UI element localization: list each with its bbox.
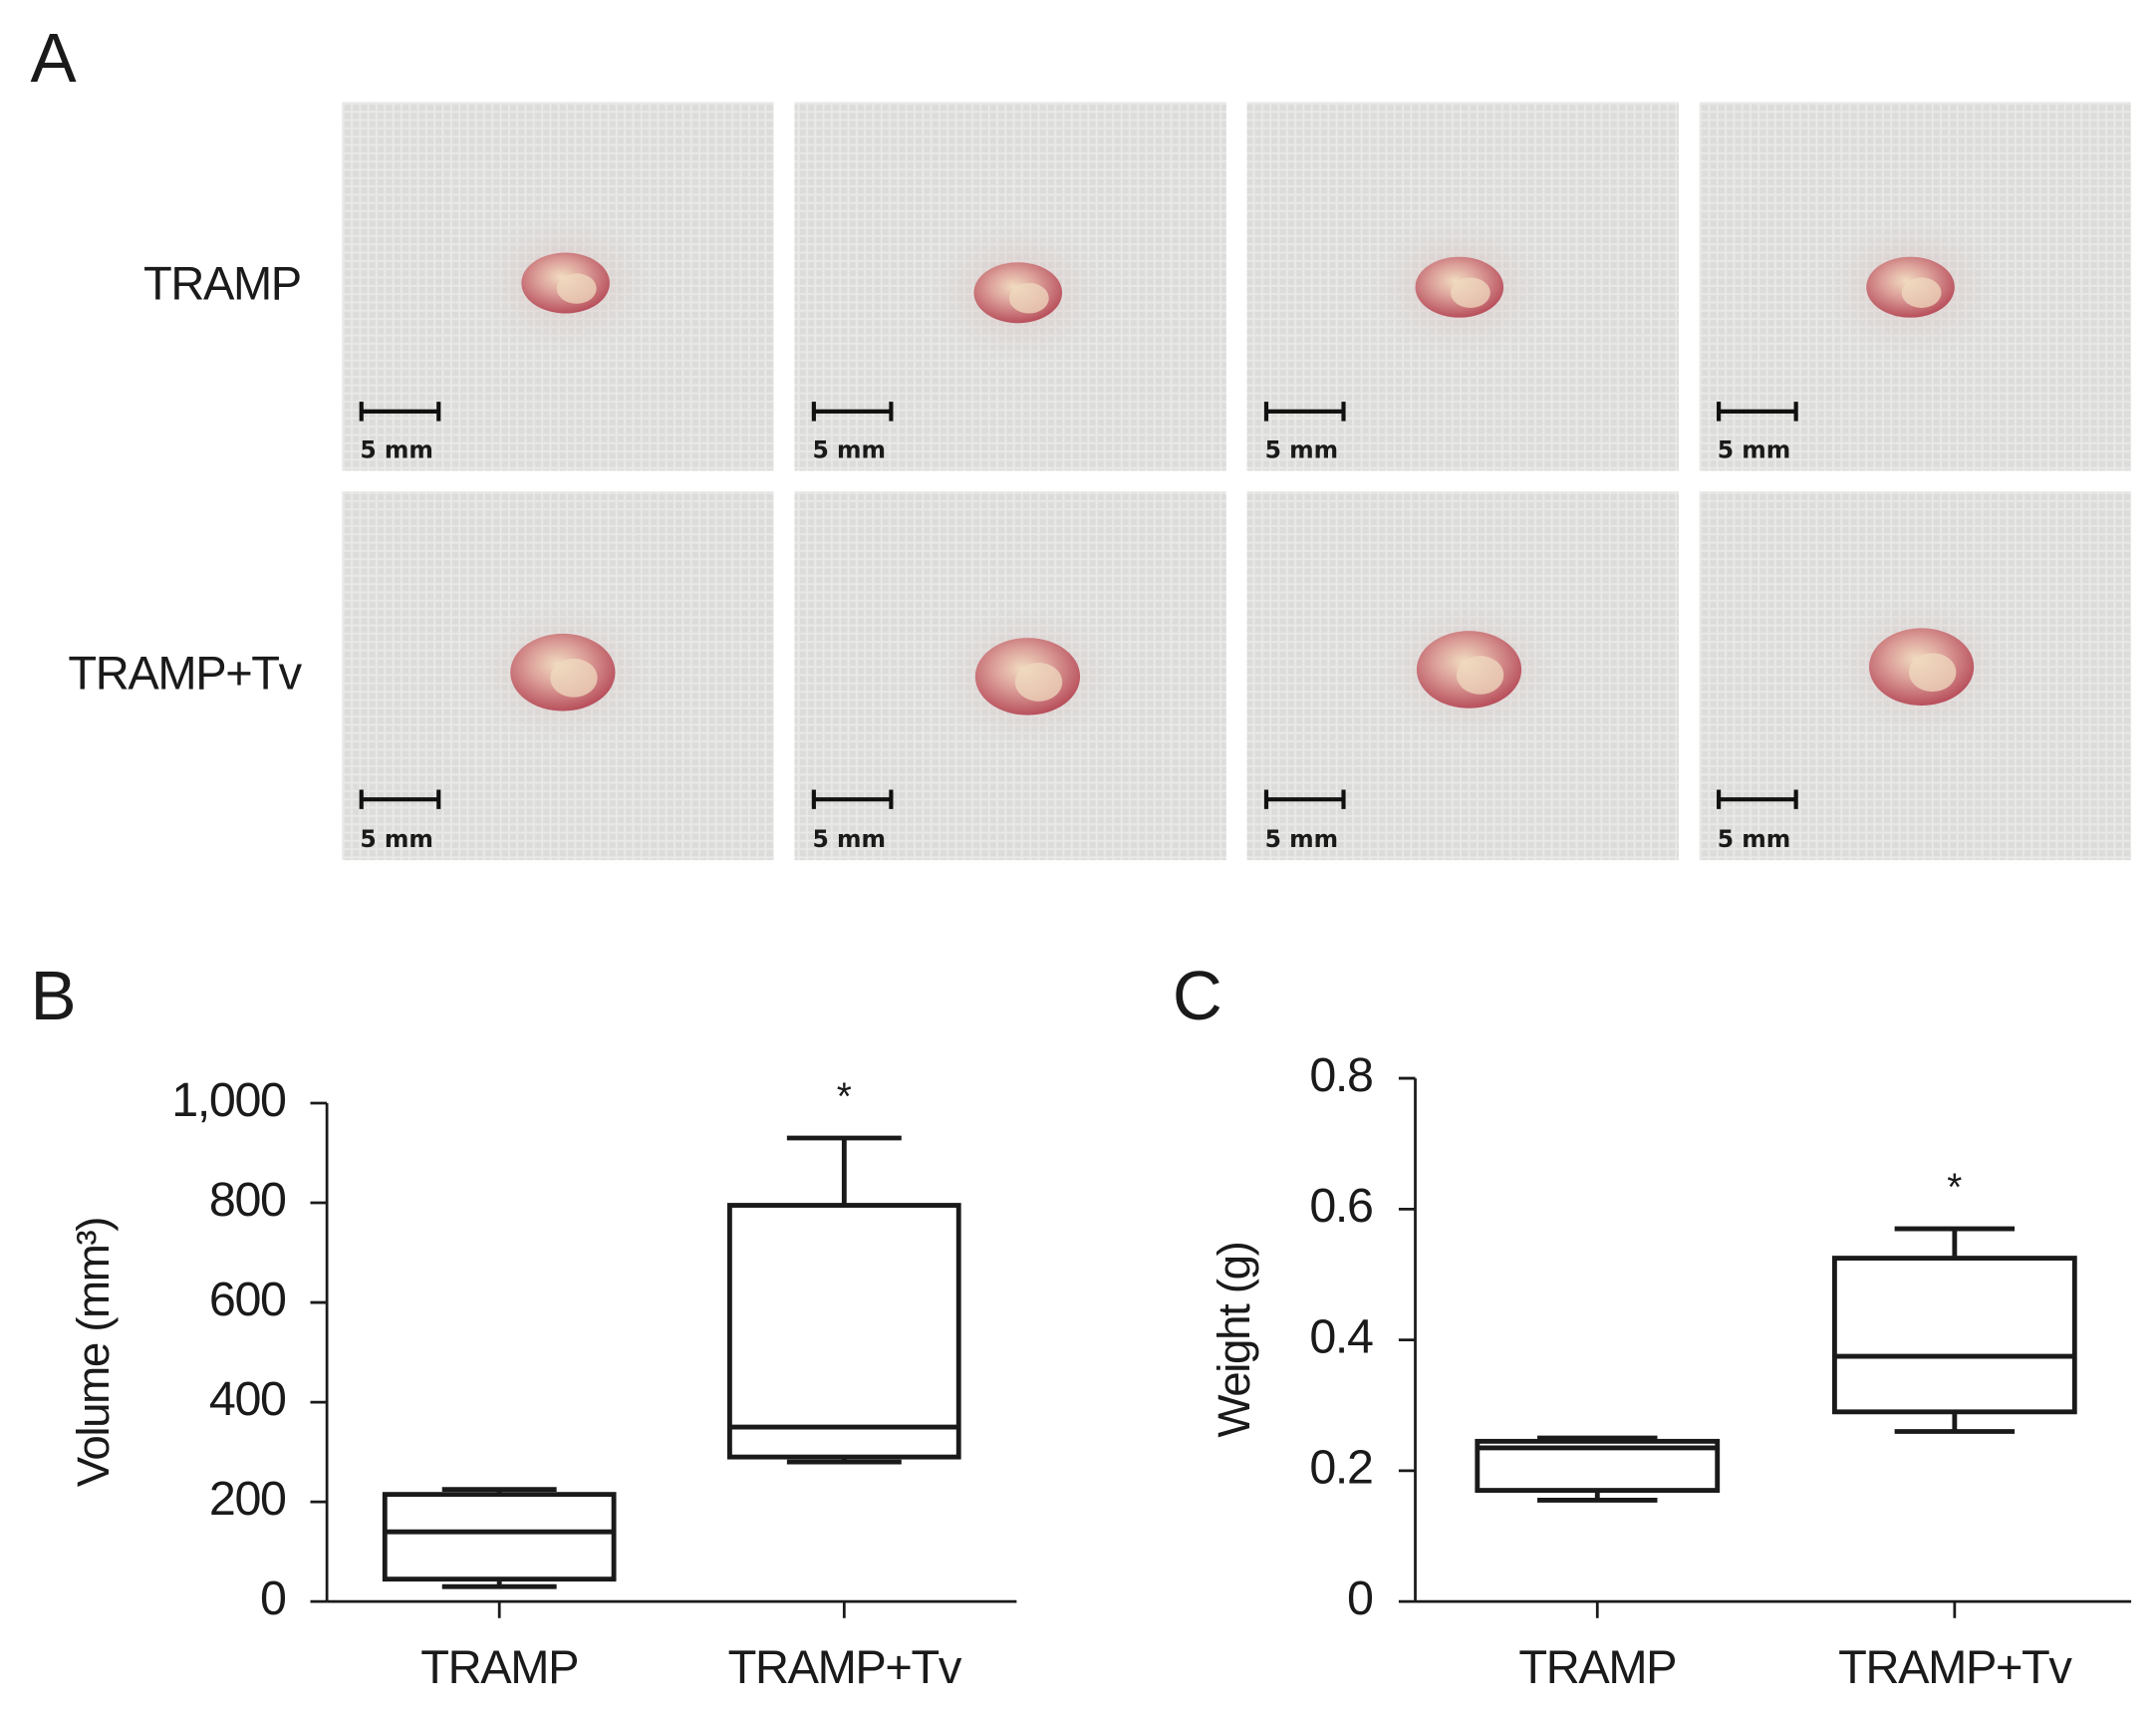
y-tick-label: 400 [209,1372,286,1426]
row-label: TRAMP [143,257,301,310]
y-tick-label: 200 [209,1472,286,1526]
scale-bar [359,402,441,422]
scale-label: 5 mm [812,436,886,464]
x-tick-label: TRAMP+Tv [1838,1640,2072,1693]
y-tick-label: 0.6 [1309,1179,1372,1233]
x-tick-label: TRAMP [1518,1640,1676,1693]
scale-bar [1717,402,1798,422]
scale-bar [811,402,894,422]
scale-bar [1717,789,1798,809]
scale-label: 5 mm [360,825,433,853]
y-tick-label: 0 [260,1571,286,1625]
tissue-lobe [550,658,598,698]
x-tick-label: TRAMP+Tv [728,1640,962,1693]
y-axis-label: Volume (mm³) [68,1218,119,1487]
x-tick-label: TRAMP [420,1640,578,1693]
y-tick-label: 0.8 [1309,1048,1372,1102]
scale-label: 5 mm [1718,436,1791,464]
row-label: TRAMP+Tv [68,646,302,699]
box [382,1492,617,1582]
tissue-lobe [556,273,597,304]
y-tick-label: 0.4 [1309,1309,1373,1363]
scale-bar [811,789,894,809]
tissue-lobe [1909,653,1957,693]
scale-bar [1263,789,1346,809]
tissue-lobe [1456,656,1504,695]
y-tick-label: 0.2 [1309,1441,1372,1495]
scale-label: 5 mm [360,436,433,464]
box [726,1203,961,1460]
scale-bar [359,789,441,809]
box [1831,1256,2077,1415]
tissue-lobe [1008,283,1049,314]
scale-label: 5 mm [1265,825,1339,853]
panel-label: B [30,957,76,1034]
tissue-lobe [1014,663,1063,702]
panel-label: C [1173,957,1222,1034]
significance-mark: * [1947,1166,1962,1209]
scale-label: 5 mm [1718,825,1791,853]
y-tick-label: 0 [1347,1571,1373,1625]
tissue-lobe [1901,277,1942,308]
scale-bar [1263,402,1346,422]
y-tick-label: 1,000 [171,1073,286,1127]
y-tick-label: 800 [209,1173,286,1227]
y-axis-label: Weight (g) [1209,1243,1259,1438]
scale-label: 5 mm [812,825,886,853]
y-tick-label: 600 [209,1273,286,1326]
box [1475,1438,1721,1494]
tissue-lobe [1450,277,1490,308]
significance-mark: * [837,1075,852,1118]
scale-label: 5 mm [1265,436,1339,464]
panel-label: A [30,19,77,97]
